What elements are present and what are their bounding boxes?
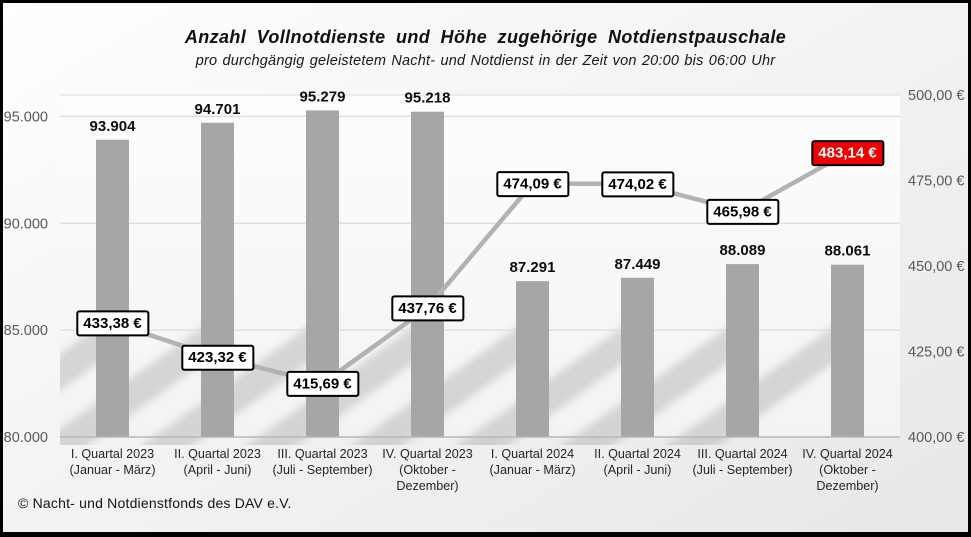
bar-shadow [562, 322, 752, 445]
left-axis-tick: 85.000 [4, 323, 48, 339]
line-label-box [706, 198, 780, 225]
line-label-text: 483,14 € [818, 145, 877, 162]
x-axis-label: III. Quartal 2023 (Juli - September) [264, 446, 382, 478]
line-label: 474,09 € [496, 171, 570, 198]
x-axis-label-months: (Juli - September) [692, 463, 793, 477]
bar [726, 264, 759, 437]
bar [96, 139, 129, 437]
line-label: 465,98 € [706, 198, 780, 225]
right-axis-tick: 400,00 € [908, 430, 964, 446]
line-label: 433,38 € [76, 310, 150, 337]
bar-value-label: 88.089 [720, 242, 766, 259]
line-label: 415,69 € [286, 370, 360, 397]
line-label-box [601, 171, 675, 198]
bar-value-label: 87.291 [510, 259, 556, 276]
line-label-box [76, 310, 150, 337]
x-axis-label-months: (April - Juni) [183, 463, 252, 477]
bar-value-label: 93.904 [90, 118, 137, 135]
x-axis-label-months: (Oktober - Dezember) [396, 463, 459, 493]
bar-shadows [60, 322, 857, 445]
bar [516, 281, 549, 437]
bar [621, 277, 654, 437]
chart-plot: 93.904 94.701 95.279 95.218 87.291 87.449 88.0… [4, 88, 965, 446]
bar-shadow [667, 322, 857, 445]
line-label-box [181, 344, 255, 371]
chart-subtitle: pro durchgängig geleistetem Nacht- und N… [195, 53, 776, 69]
line-label-text: 437,76 € [398, 300, 457, 317]
x-axis-label: I. Quartal 2023 (Januar - März) [54, 446, 172, 478]
x-axis-label-quarter: IV. Quartal 2024 [802, 447, 893, 461]
line-label-text: 474,02 € [608, 176, 667, 193]
bar-value-label: 87.449 [615, 256, 661, 273]
x-axis-label-quarter: III. Quartal 2024 [697, 447, 788, 461]
line-label-text: 465,98 € [713, 203, 772, 220]
line-label-highlight: 483,14 € [811, 140, 885, 167]
line-label-text: 474,09 € [503, 176, 562, 193]
bar-value-label: 94.701 [195, 101, 241, 118]
line-label-box [496, 171, 570, 198]
x-axis-label: III. Quartal 2024 (Juli - September) [684, 446, 802, 478]
line-label-text: 415,69 € [293, 375, 352, 392]
x-axis-label: IV. Quartal 2023 (Oktober - Dezember) [369, 446, 487, 494]
line-label: 423,32 € [181, 344, 255, 371]
bar-value-label: 88.061 [825, 243, 871, 260]
x-axis-label-quarter: II. Quartal 2023 [174, 447, 261, 461]
bar-value-label: 95.279 [300, 88, 346, 105]
x-axis-label-months: (Januar - März) [69, 463, 156, 477]
x-axis-label-quarter: I. Quartal 2023 [70, 447, 155, 461]
right-axis-tick: 450,00 € [908, 259, 964, 275]
chart-header: Anzahl Vollnotdienste und Höhe zugehörig… [3, 27, 968, 69]
x-axis-label-months: (Oktober - Dezember) [816, 463, 879, 493]
bar-shadow [142, 322, 332, 445]
line-label-box [286, 370, 360, 397]
bar [201, 122, 234, 438]
bar [411, 111, 444, 438]
bar-shadow [457, 322, 647, 445]
bar [831, 264, 864, 437]
line-label: 437,76 € [391, 295, 465, 322]
line-label-text: 423,32 € [188, 349, 247, 366]
right-axis-tick: 475,00 € [908, 174, 964, 190]
x-axis-label: I. Quartal 2024 (Januar - März) [474, 446, 592, 478]
x-axis-label: II. Quartal 2023 (April - Juni) [159, 446, 277, 478]
x-axis-label-quarter: IV. Quartal 2023 [382, 447, 473, 461]
right-axis-tick: 500,00 € [908, 88, 964, 104]
right-axis-tick: 425,00 € [908, 345, 964, 361]
left-axis-tick: 95.000 [4, 109, 48, 125]
line-label-text: 433,38 € [83, 315, 142, 332]
x-axis-label: II. Quartal 2024 (April - Juni) [579, 446, 697, 478]
x-axis-label-quarter: I. Quartal 2024 [490, 447, 575, 461]
left-axis-tick: 80.000 [4, 430, 48, 446]
bar-value-label: 95.218 [405, 90, 451, 107]
left-axis-tick: 90.000 [4, 216, 48, 232]
x-axis-label-quarter: II. Quartal 2024 [594, 447, 681, 461]
line-label-box [391, 295, 465, 322]
copyright-note: © Nacht- und Notdienstfonds des DAV e.V. [18, 495, 292, 511]
x-axis-label-months: (April - Juni) [603, 463, 672, 477]
bar-shadow [352, 322, 542, 445]
x-axis-label-quarter: III. Quartal 2023 [277, 447, 368, 461]
x-axis-label: IV. Quartal 2024 (Oktober - Dezember) [789, 446, 907, 494]
x-axis-label-months: (Juli - September) [272, 463, 373, 477]
line-label-box [811, 140, 885, 167]
x-axis-label-months: (Januar - März) [489, 463, 576, 477]
line-label: 474,02 € [601, 171, 675, 198]
chart-title: Anzahl Vollnotdienste und Höhe zugehörig… [184, 27, 787, 47]
